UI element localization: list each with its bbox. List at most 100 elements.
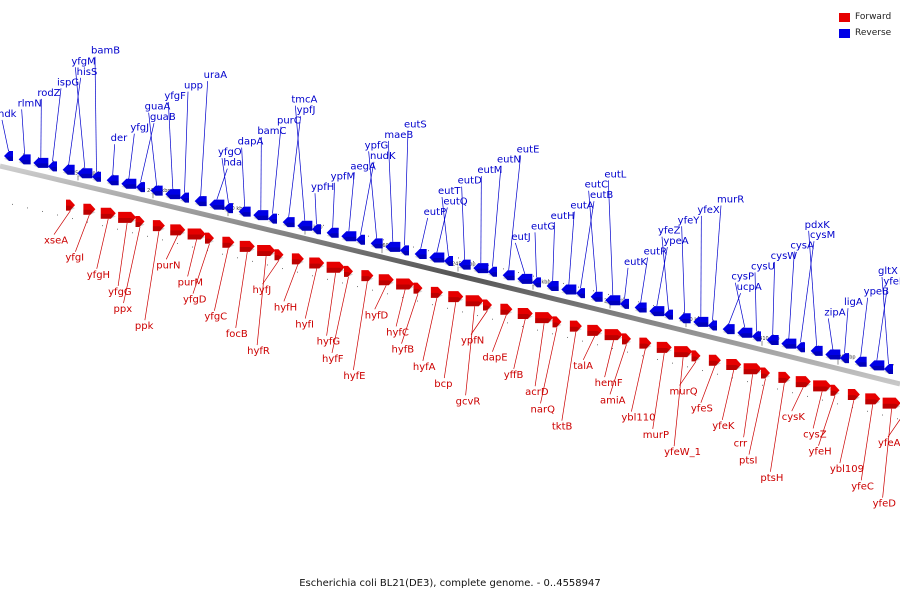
reverse-gene-label: murR — [717, 194, 744, 205]
gene-reverse — [62, 164, 75, 175]
genome-caption: Escherichia coli BL21(DE3), complete gen… — [299, 578, 601, 589]
reverse-gene-label: ispG — [57, 77, 79, 88]
legend-forward-label: Forward — [855, 12, 892, 22]
reverse-leader — [1, 119, 9, 152]
gene-forward — [448, 291, 464, 303]
forward-leader — [492, 314, 507, 352]
gene-reverse — [678, 313, 691, 324]
reverse-gene-label: nudK — [370, 151, 396, 162]
forward-gene-label: dapE — [482, 353, 507, 364]
forward-gene-label: yfeA — [878, 438, 900, 449]
gene-reverse-shape — [326, 227, 339, 238]
gene-reverse — [488, 266, 497, 277]
gene-forward-shade — [239, 246, 255, 252]
gene-reverse-shape — [209, 199, 225, 210]
reverse-leader — [52, 88, 62, 162]
reverse-leader — [167, 102, 174, 190]
reverse-leader — [681, 226, 686, 314]
gene-forward-shape — [813, 380, 832, 392]
reverse-leader — [568, 211, 575, 285]
gene-forward-shape — [500, 303, 513, 315]
forward-gene-label: crr — [734, 438, 748, 449]
gene-forward-shade — [830, 390, 840, 396]
gene-forward — [726, 358, 742, 370]
gene-reverse — [825, 349, 841, 360]
gene-reverse-shape — [693, 316, 709, 327]
position-dot — [638, 301, 639, 303]
gene-forward-shape — [135, 216, 145, 228]
gene-forward — [378, 274, 394, 286]
reverse-gene-label: bamB — [91, 46, 120, 57]
reverse-leader — [844, 308, 849, 354]
position-dot — [98, 171, 99, 173]
gene-reverse-shape — [796, 342, 805, 353]
gene-forward-shape — [865, 393, 881, 405]
gene-reverse — [77, 168, 93, 179]
reverse-gene-label: cysM — [810, 230, 835, 241]
forward-gene-label: ybl109 — [830, 464, 864, 475]
gene-forward-shade — [66, 205, 75, 211]
gene-forward — [500, 303, 513, 315]
position-dot — [387, 293, 388, 295]
gene-forward-shape — [309, 257, 325, 269]
reverse-leader — [140, 123, 155, 183]
reverse-leader — [241, 147, 246, 207]
gene-reverse-shape — [48, 161, 57, 172]
position-dot — [57, 214, 58, 216]
forward-leader — [283, 264, 299, 302]
gene-reverse — [532, 277, 541, 288]
reverse-gene-label: cysU — [751, 261, 775, 272]
position-dot — [462, 311, 463, 313]
gene-forward-shade — [291, 259, 304, 265]
gene-forward-shade — [135, 222, 145, 228]
gene-forward-shade — [761, 373, 770, 379]
gene-forward-shape — [413, 282, 423, 294]
position-dot — [837, 403, 838, 405]
gene-forward-shape — [205, 232, 214, 244]
gene-forward-shade — [708, 360, 721, 366]
position-dot — [413, 246, 414, 248]
gene-reverse-shade — [664, 315, 673, 320]
reverse-gene-label: ypeB — [864, 287, 889, 298]
gene-reverse-shape — [77, 168, 93, 179]
forward-gene-label: yfeW_1 — [664, 447, 701, 458]
position-dot — [312, 275, 313, 277]
position-dot — [233, 203, 234, 205]
reverse-gene-label: gltX — [878, 266, 898, 277]
gene-reverse-shape — [400, 245, 409, 256]
position-dot — [417, 300, 418, 302]
gene-reverse-shade — [165, 194, 181, 200]
gene-forward — [326, 261, 345, 273]
reverse-gene-label: cysA — [790, 241, 814, 252]
reverse-gene-label: cysP — [731, 272, 754, 283]
gene-reverse-shade — [649, 311, 665, 317]
position-dot — [278, 214, 279, 216]
forward-gene-label: ybl110 — [621, 413, 655, 424]
forward-gene-label: focB — [226, 329, 248, 340]
gene-reverse-shade — [766, 340, 779, 345]
reverse-leader — [661, 236, 669, 310]
gene-reverse — [121, 178, 137, 189]
reverse-leader — [881, 276, 889, 365]
gene-forward-shade — [448, 297, 464, 303]
reverse-leader — [624, 267, 629, 299]
gene-reverse — [268, 213, 277, 224]
gene-reverse-shape — [458, 259, 471, 270]
forward-leader — [422, 297, 438, 361]
position-dot — [687, 366, 688, 368]
forward-leader — [304, 268, 318, 319]
reverse-leader — [436, 207, 448, 253]
reverse-leader — [534, 232, 537, 278]
forward-leader — [235, 251, 248, 328]
position-dot — [743, 327, 744, 329]
gene-reverse — [840, 353, 849, 364]
position-dot — [357, 286, 358, 288]
gene-reverse-shade — [620, 304, 629, 309]
forward-gene-label: cysK — [782, 412, 806, 423]
reverse-leader — [788, 251, 795, 339]
reverse-leader — [754, 272, 757, 332]
gene-reverse-shade — [810, 351, 823, 356]
reverse-gene-label: ypfM — [331, 172, 355, 183]
gene-reverse-shape — [869, 360, 885, 371]
